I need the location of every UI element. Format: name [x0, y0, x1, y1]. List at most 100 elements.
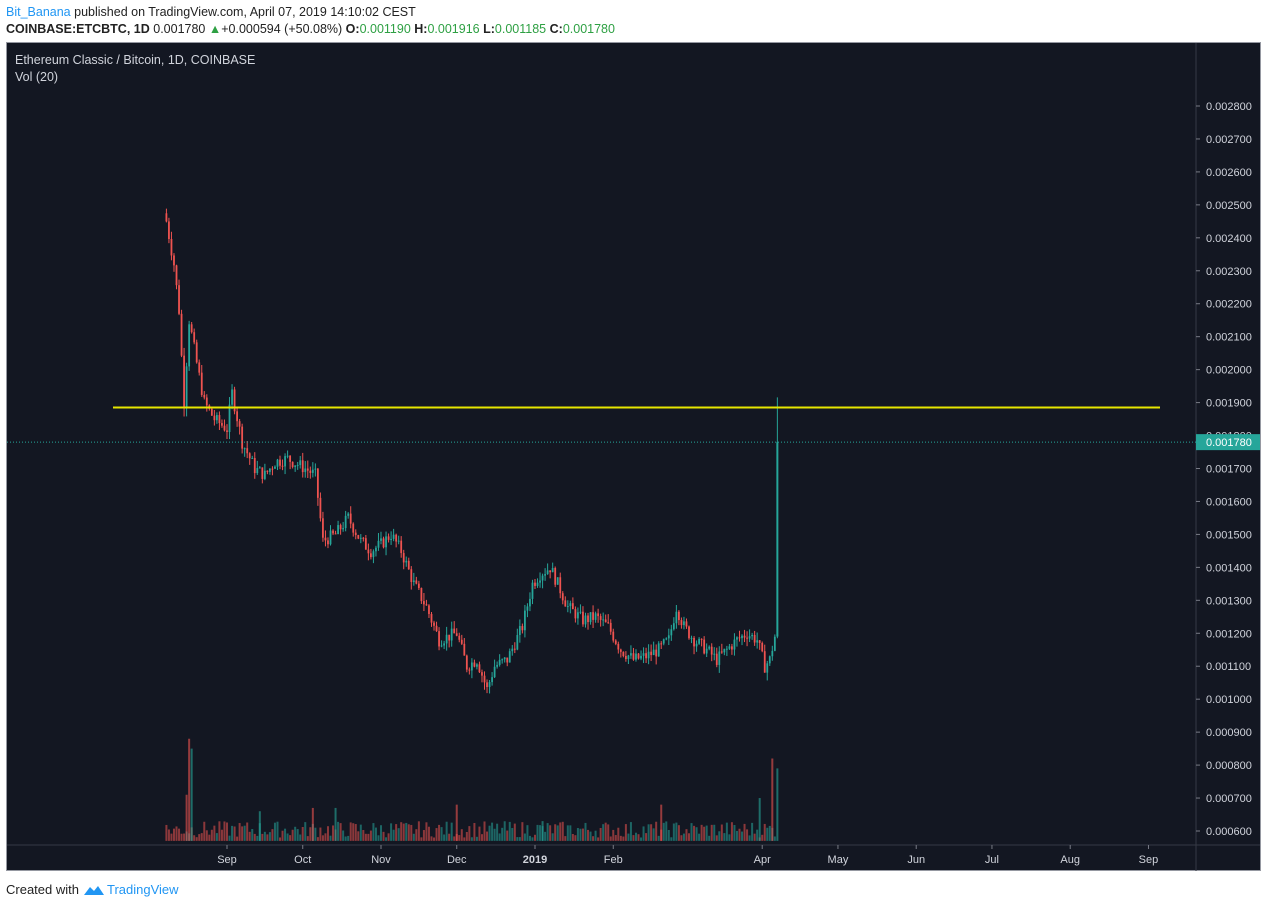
y-tick-label: 0.001700: [1206, 464, 1252, 476]
candle-body: [657, 643, 660, 657]
candle-body: [395, 534, 398, 542]
volume-bar: [241, 826, 244, 841]
candle-body: [465, 655, 468, 670]
volume-bar: [665, 821, 668, 841]
volume-bar: [220, 829, 223, 841]
volume-bar: [210, 829, 213, 841]
volume-bar: [170, 833, 173, 841]
candle-body: [751, 634, 754, 637]
chart-frame[interactable]: [6, 42, 1261, 871]
volume-bar: [627, 833, 630, 841]
volume-bar: [531, 837, 534, 841]
volume-bar: [657, 835, 660, 841]
candle-body: [281, 465, 284, 467]
y-tick-label: 0.001000: [1206, 694, 1252, 706]
volume-bar: [276, 821, 279, 841]
candle-body: [627, 655, 630, 660]
y-tick-label: 0.001400: [1206, 562, 1252, 574]
last-price-tag-label: 0.001780: [1206, 437, 1252, 449]
candle-body: [170, 238, 173, 256]
volume-bar: [326, 826, 329, 841]
volume-bar: [407, 824, 410, 841]
volume-bar: [753, 833, 756, 841]
candle-body: [339, 525, 342, 530]
low-label: L:: [483, 22, 495, 36]
volume-bar: [534, 834, 536, 841]
candle-body: [420, 587, 423, 602]
candle-body: [534, 582, 536, 586]
volume-bar: [296, 829, 299, 841]
candle-body: [448, 634, 451, 641]
candle-body: [309, 470, 312, 473]
tradingview-brand[interactable]: TradingView: [83, 882, 179, 897]
candle-body: [508, 651, 511, 663]
candle-body: [226, 430, 228, 432]
volume-bar: [597, 837, 600, 841]
volume-bar: [655, 821, 658, 841]
volume-bar: [425, 822, 428, 841]
candle-body: [672, 623, 675, 630]
candle-body: [425, 604, 428, 606]
candle-body: [561, 593, 564, 601]
volume-bar: [243, 825, 246, 841]
candle-body: [299, 460, 302, 466]
volume-bar: [730, 822, 733, 841]
volume-bar: [559, 822, 562, 841]
volume-bar: [642, 826, 645, 841]
candle-body: [430, 613, 433, 623]
candle-body: [455, 633, 458, 636]
candle-body: [640, 655, 642, 659]
candle-body: [193, 332, 196, 343]
volume-bar: [213, 825, 216, 841]
candle-body: [183, 355, 185, 409]
volume-bar: [215, 833, 218, 841]
candle-body: [478, 664, 481, 673]
candle-body: [453, 628, 456, 634]
volume-bar: [526, 825, 529, 841]
volume-bar: [475, 836, 478, 841]
candle-body: [185, 366, 188, 409]
candle-body: [773, 636, 776, 651]
candle-body: [463, 643, 466, 656]
y-tick-label: 0.002500: [1206, 200, 1252, 212]
volume-bar: [614, 835, 617, 841]
x-tick-label: Sep: [217, 854, 237, 866]
volume-bar: [372, 823, 375, 841]
volume-bar: [506, 830, 509, 841]
volume-bar: [710, 824, 713, 841]
volume-bar: [733, 825, 736, 841]
y-tick-label: 0.001600: [1206, 496, 1252, 508]
volume-bar: [397, 828, 400, 841]
candle-body: [195, 342, 198, 363]
volume-bar: [450, 822, 453, 841]
volume-bar: [299, 834, 302, 841]
candle-body: [190, 324, 193, 333]
high-label: H:: [414, 22, 428, 36]
candle-body: [362, 537, 365, 539]
candle-body: [319, 497, 322, 519]
volume-bar: [539, 825, 542, 841]
volume-bar: [337, 821, 340, 841]
volume-bar: [415, 829, 418, 841]
volume-bar: [231, 825, 234, 841]
candle-body: [632, 653, 635, 660]
volume-bar: [309, 827, 312, 841]
candle-body: [359, 537, 362, 539]
candle-body: [736, 637, 738, 640]
candle-body: [296, 465, 299, 467]
candle-body: [344, 515, 347, 529]
chart-legend-title: Ethereum Classic / Bitcoin, 1D, COINBASE: [15, 53, 256, 67]
candle-body: [402, 553, 405, 563]
volume-bar: [377, 835, 380, 841]
volume-bar: [395, 824, 398, 841]
volume-bar: [430, 836, 433, 841]
candle-body: [387, 536, 390, 540]
candle-body: [539, 580, 541, 583]
candle-body: [695, 643, 698, 647]
candle-body: [728, 646, 731, 649]
publisher-link[interactable]: Bit_Banana: [6, 5, 71, 19]
volume-bar: [751, 822, 754, 841]
volume-bar: [493, 828, 496, 841]
volume-spike-bar: [185, 794, 188, 841]
